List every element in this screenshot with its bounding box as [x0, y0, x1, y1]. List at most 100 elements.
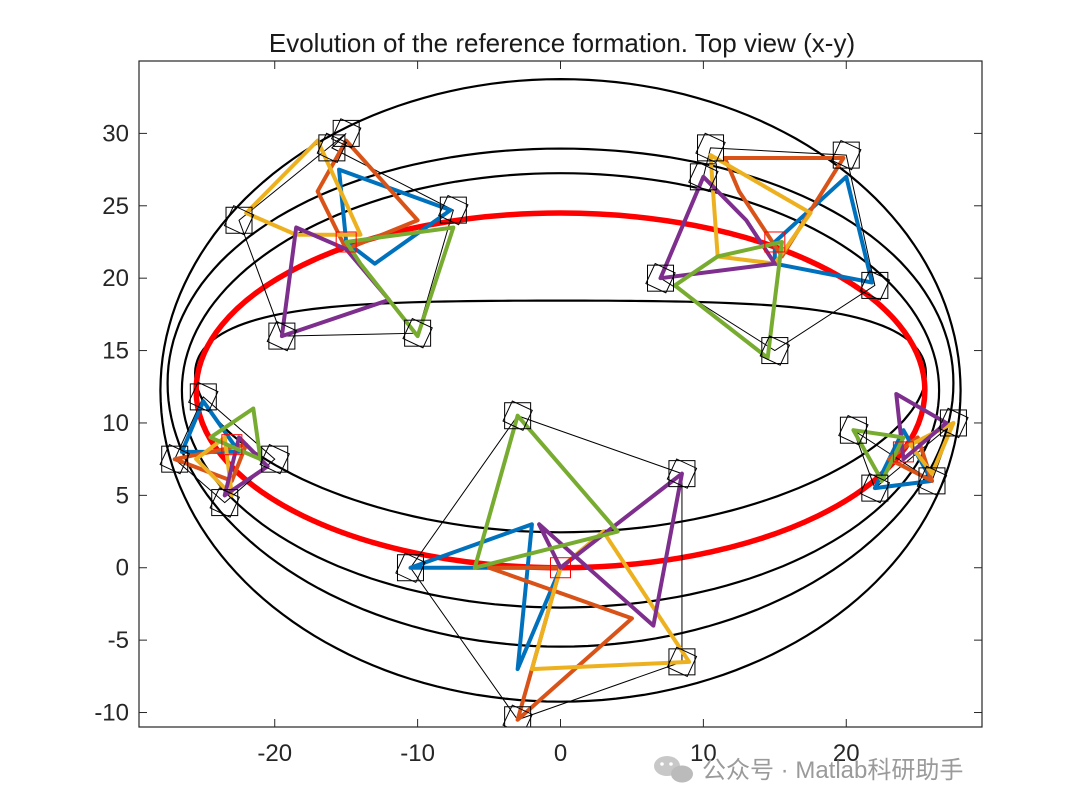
formation-polygon-4 [658, 174, 777, 281]
vehicle-marker-rotated-1 [695, 132, 726, 164]
formation-polygon-3 [194, 435, 234, 498]
formation-snapshot-1 [223, 118, 469, 352]
trajectory-line-2 [180, 172, 941, 609]
formation-polygon-5 [672, 239, 784, 360]
formation-center-marker [221, 434, 243, 456]
vehicle-marker-6 [689, 163, 717, 191]
vehicle-marker-rotated-2 [916, 465, 948, 497]
vehicle-marker-3 [668, 648, 696, 676]
vehicle-marker-rotated-4 [502, 704, 533, 727]
vehicle-marker-3 [211, 489, 239, 517]
vehicle-marker-rotated-4 [759, 335, 791, 366]
vehicle-marker-2 [261, 445, 289, 473]
vehicle-marker-rotated-3 [859, 270, 891, 301]
formation-outline [409, 415, 683, 721]
formation-center-marker [764, 231, 786, 253]
formation-polygon-5 [344, 225, 456, 339]
y-tick-label: -10 [94, 700, 129, 727]
y-tick-label: 0 [116, 555, 129, 582]
vehicle-marker-rotated-5 [395, 552, 426, 584]
vehicle-marker-1 [189, 383, 217, 411]
y-tick-label: -5 [108, 627, 129, 654]
vehicle-marker-rotated-4 [159, 443, 191, 475]
vehicle-marker-rotated-1 [188, 381, 219, 413]
formation-outline [174, 396, 276, 504]
chart-title: Evolution of the reference formation. To… [269, 28, 855, 58]
vehicle-marker-3 [839, 416, 867, 444]
formation-snapshot-5 [395, 400, 698, 727]
formation-polygon-5 [472, 413, 620, 570]
trajectory-line-4 [159, 77, 962, 703]
vehicle-marker-rotated-1 [938, 407, 969, 439]
x-tick-label: 20 [833, 740, 860, 767]
vehicle-marker-rotated-5 [645, 262, 676, 294]
vehicle-marker-rotated-3 [402, 317, 433, 349]
vehicle-marker-2 [918, 467, 946, 495]
y-tick-label: 10 [102, 410, 129, 437]
vehicle-marker-2 [668, 460, 696, 488]
vehicle-marker-rotated-4 [859, 472, 891, 504]
trajectory-line-1 [193, 299, 928, 534]
vehicle-marker-1 [697, 134, 725, 162]
vehicle-marker-2 [832, 141, 860, 169]
vehicle-marker-rotated-6 [688, 161, 719, 193]
formation-polygon-5 [208, 406, 263, 462]
y-tick-label: 20 [102, 265, 129, 292]
watermark: 公众号 · Matlab科研助手 [702, 757, 963, 784]
vehicle-marker-4 [161, 445, 189, 473]
vehicle-marker-rotated-6 [330, 118, 362, 149]
formation-polygon-1 [337, 167, 453, 266]
formation-snapshot-4 [838, 392, 969, 504]
y-tick-label: 30 [102, 120, 129, 147]
x-tick-label: -10 [400, 740, 435, 767]
vehicle-marker-rotated-2 [259, 443, 291, 475]
vehicle-marker-rotated-4 [266, 320, 298, 352]
vehicle-marker-5 [225, 206, 253, 234]
vehicle-marker-2 [439, 196, 467, 224]
formation-center-marker [550, 557, 571, 579]
formation-polygon-2 [172, 442, 249, 483]
formation-snapshot-2 [645, 132, 891, 366]
wechat-logo-icon [654, 756, 693, 783]
vehicle-marker-rotated-3 [209, 487, 241, 518]
vehicle-marker-1 [318, 134, 346, 162]
vehicle-marker-rotated-2 [438, 194, 469, 226]
vehicle-marker-4 [861, 474, 889, 502]
vehicle-marker-4 [268, 322, 296, 350]
vehicle-marker-4 [504, 706, 532, 727]
vehicle-marker-rotated-1 [502, 400, 533, 432]
formation-snapshot-3 [159, 381, 291, 518]
x-tick-label: -20 [257, 740, 292, 767]
formation-polygon-3 [244, 138, 363, 237]
vehicle-marker-3 [404, 319, 432, 347]
formation-polygon-4 [894, 392, 949, 462]
formation-center-marker [892, 441, 914, 463]
formation-polygon-5 [851, 428, 906, 483]
trajectory-line-3 [166, 147, 955, 648]
x-tick-label: 0 [554, 740, 567, 767]
vehicle-marker-6 [332, 119, 360, 147]
vehicle-marker-rotated-3 [838, 414, 869, 446]
vehicle-marker-3 [861, 271, 889, 299]
vehicle-marker-5 [396, 554, 424, 582]
axis-ticks: -20 -10 0 10 20 -10 -5 0 5 10 15 20 25 30 [94, 61, 982, 767]
vehicle-marker-1 [504, 402, 532, 430]
x-tick-label: 10 [690, 740, 717, 767]
vehicle-marker-5 [647, 264, 675, 292]
y-tick-label: 5 [116, 482, 129, 509]
formation-center-marker [335, 231, 357, 253]
vehicle-marker-rotated-2 [666, 458, 698, 489]
y-tick-label: 25 [102, 193, 129, 220]
formation-polygon-4 [222, 435, 270, 498]
vehicle-marker-4 [761, 337, 789, 365]
vehicle-marker-rotated-2 [830, 139, 862, 171]
vehicle-marker-rotated-5 [223, 204, 255, 236]
vehicle-marker-rotated-1 [316, 132, 348, 164]
y-tick-label: 15 [102, 338, 129, 365]
formation-polygon-3 [529, 529, 692, 672]
formation-polygon-1 [772, 174, 874, 285]
vehicle-marker-rotated-3 [666, 646, 698, 678]
vehicle-marker-1 [939, 409, 967, 437]
